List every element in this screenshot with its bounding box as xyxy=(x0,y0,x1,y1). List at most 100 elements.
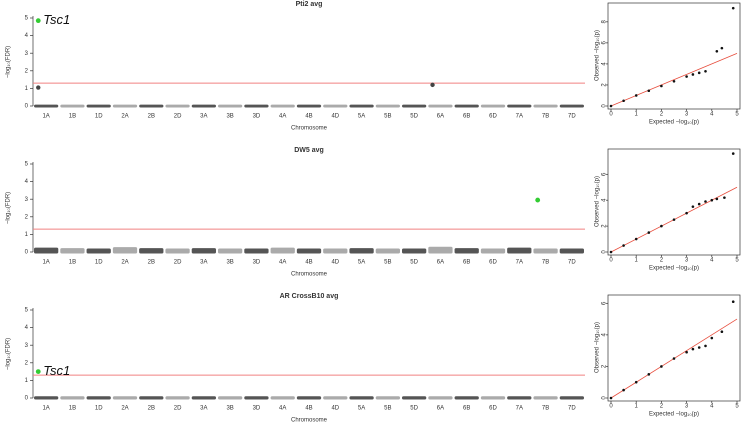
chromosome-points xyxy=(296,396,322,400)
qq-point xyxy=(704,200,707,203)
chromosome-points xyxy=(139,396,164,400)
qq-point xyxy=(685,75,688,78)
x-tick-label: 6A xyxy=(437,406,444,412)
chromosome-points xyxy=(244,248,269,254)
x-tick-label: 6B xyxy=(463,260,470,266)
qq-point xyxy=(660,365,663,368)
chromosome-points xyxy=(349,104,374,108)
chromosome-points xyxy=(454,248,479,254)
chromosome-points xyxy=(375,396,400,400)
chromosome-points xyxy=(86,104,111,108)
peak-point xyxy=(430,82,435,88)
y-tick-label: 6 xyxy=(602,301,608,305)
x-axis-label: Expected −log₁₀(p) xyxy=(649,266,699,272)
qq-point xyxy=(672,218,676,221)
x-tick-label: 7B xyxy=(542,406,549,412)
chromosome-points xyxy=(323,396,348,400)
chromosome-points xyxy=(112,247,138,254)
qq-point xyxy=(622,244,625,247)
x-tick-label: 0 xyxy=(609,112,613,118)
chart-title: Pti2 avg xyxy=(296,1,323,8)
y-axis-label: Observed −log₁₀(p) xyxy=(595,176,601,227)
x-tick-label: 5B xyxy=(384,114,391,120)
x-tick-label: 3D xyxy=(253,406,261,412)
x-tick-label: 6D xyxy=(489,406,497,412)
x-tick-label: 4D xyxy=(331,406,339,412)
chromosome-points xyxy=(375,248,400,254)
x-tick-label: 5A xyxy=(358,260,365,266)
qq-point xyxy=(609,250,613,254)
x-tick-label: 1D xyxy=(95,260,103,266)
x-tick-label: 3 xyxy=(685,112,689,118)
x-tick-label: 2 xyxy=(660,112,664,118)
chromosome-points xyxy=(112,104,138,108)
x-tick-label: 2D xyxy=(174,260,182,266)
qq-point xyxy=(634,94,638,97)
chromosome-points xyxy=(507,104,532,108)
x-axis-label: Chromosome xyxy=(291,126,328,132)
significant-point xyxy=(35,369,41,374)
chromosome-points xyxy=(191,396,216,400)
qq-point xyxy=(697,202,701,206)
qq-point xyxy=(609,396,613,400)
x-tick-label: 4D xyxy=(331,260,339,266)
y-tick-label: 4 xyxy=(602,333,608,337)
qq-point xyxy=(704,69,707,73)
y-tick-label: 2 xyxy=(25,68,29,74)
chromosome-points xyxy=(533,248,558,254)
qq-point xyxy=(647,89,651,93)
chromosome-points xyxy=(139,104,164,108)
y-tick-label: 0 xyxy=(602,104,608,108)
x-tick-label: 3A xyxy=(200,260,207,266)
chromosome-points xyxy=(60,248,85,254)
x-tick-label: 0 xyxy=(609,404,613,410)
chromosome-points xyxy=(533,104,558,108)
y-tick-label: 0 xyxy=(602,250,608,254)
y-tick-label: 4 xyxy=(25,33,29,39)
qq-point xyxy=(720,46,724,50)
x-tick-label: 1A xyxy=(42,260,49,266)
chromosome-points xyxy=(402,104,427,108)
x-tick-label: 2A xyxy=(121,260,128,266)
x-tick-label: 1A xyxy=(42,406,49,412)
x-tick-label: 7B xyxy=(542,114,549,120)
x-tick-label: 1 xyxy=(635,404,639,410)
x-tick-label: 2B xyxy=(148,406,155,412)
y-tick-label: 8 xyxy=(602,20,608,24)
y-tick-label: 4 xyxy=(602,62,608,66)
x-tick-label: 2B xyxy=(148,114,155,120)
y-tick-label: 4 xyxy=(602,198,608,202)
x-tick-label: 4D xyxy=(331,114,339,120)
chromosome-points xyxy=(218,396,243,400)
chromosome-points xyxy=(480,248,506,254)
qq-point xyxy=(660,224,663,228)
qq-point xyxy=(704,344,707,348)
peak-point xyxy=(36,85,41,90)
chart-title: AR CrossB10 avg xyxy=(280,293,339,300)
y-axis-label: −log₁₀(FDR) xyxy=(6,338,12,370)
y-tick-label: 1 xyxy=(25,378,29,384)
x-tick-label: 4 xyxy=(710,404,714,410)
x-tick-label: 2B xyxy=(148,260,155,266)
chromosome-points xyxy=(559,104,584,108)
x-axis-label: Chromosome xyxy=(291,272,328,278)
y-axis-label: Observed −log₁₀(p) xyxy=(595,322,601,373)
y-tick-label: 1 xyxy=(25,232,29,238)
x-tick-label: 6B xyxy=(463,406,470,412)
qq-point xyxy=(647,373,651,376)
x-tick-label: 5D xyxy=(410,114,418,120)
qq-point xyxy=(622,388,625,392)
chromosome-points xyxy=(296,104,322,108)
x-tick-label: 1 xyxy=(635,258,639,264)
chromosome-points xyxy=(480,396,506,400)
x-tick-label: 3 xyxy=(685,404,689,410)
x-tick-label: 6A xyxy=(437,114,444,120)
chromosome-points xyxy=(165,248,190,254)
chromosome-points xyxy=(402,396,427,400)
y-tick-label: 3 xyxy=(25,197,29,203)
x-tick-label: 2 xyxy=(660,258,664,264)
y-tick-label: 1 xyxy=(25,86,29,92)
qq-point xyxy=(710,336,714,340)
reference-line xyxy=(610,53,738,107)
chromosome-points xyxy=(270,104,295,108)
